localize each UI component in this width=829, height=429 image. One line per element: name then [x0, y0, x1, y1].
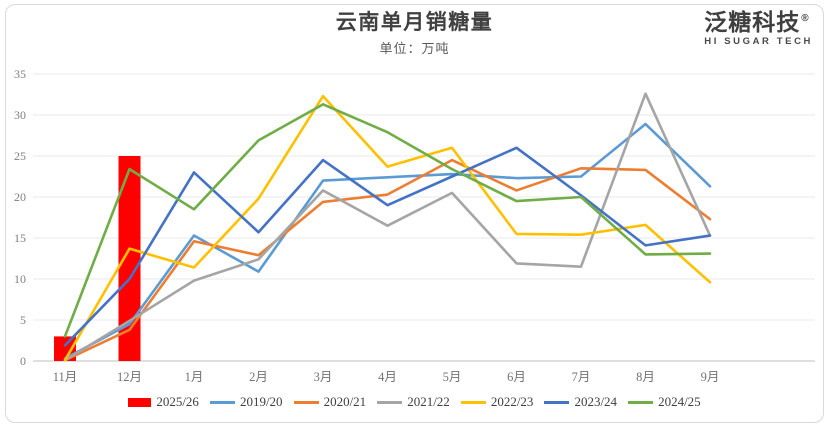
legend-item-2021-22: 2021/22 [377, 394, 450, 410]
y-axis-tick-label: 20 [14, 190, 26, 204]
x-axis-tick-label: 6月 [507, 370, 526, 384]
company-logo: 泛糖科技® HI SUGAR TECH [704, 10, 813, 47]
legend-item-2020-21: 2020/21 [293, 394, 367, 410]
line-series-2022-23 [63, 94, 712, 362]
x-axis-tick-label: 4月 [378, 370, 397, 384]
legend-item-2022-23: 2022/23 [460, 394, 534, 410]
y-axis-tick-label: 25 [14, 149, 26, 163]
logo-wordmark: 泛糖科技® [704, 10, 813, 34]
x-axis-tick-label: 7月 [572, 370, 591, 384]
legend-label: 2020/21 [323, 394, 367, 409]
line-series-2020-21 [63, 158, 712, 362]
legend-label: 2022/23 [490, 394, 534, 409]
line-series-2024-25 [63, 103, 712, 338]
legend-label: 2025/26 [156, 394, 199, 409]
x-axis-tick-label: 11月 [53, 370, 78, 384]
legend-item-2025-26: 2025/26 [128, 394, 199, 410]
line-series-2021-22 [63, 92, 712, 362]
legend-bar-swatch-icon [128, 397, 152, 407]
legend-item-2024-25: 2024/25 [628, 394, 701, 410]
legend-item-2023-24: 2023/24 [544, 394, 617, 410]
legend-label: 2023/24 [574, 394, 618, 409]
y-axis-tick-label: 5 [20, 313, 26, 327]
line-series-2023-24 [63, 146, 712, 347]
legend-label: 2024/25 [658, 394, 701, 409]
logo-name-text: 泛糖科技 [704, 9, 801, 35]
y-axis-tick-label: 10 [14, 272, 26, 286]
registered-trademark-icon: ® [801, 13, 810, 25]
y-axis-tick-label: 0 [20, 354, 26, 368]
legend-line-swatch-icon [460, 400, 486, 404]
line-series-2019-20 [63, 122, 712, 360]
x-axis-tick-label: 8月 [636, 370, 655, 384]
x-axis-tick-label: 3月 [314, 370, 333, 384]
bar-2025-26 [118, 156, 141, 361]
x-axis-tick-label: 12月 [117, 370, 142, 384]
legend-line-swatch-icon [293, 400, 319, 404]
legend-line-swatch-icon [628, 400, 654, 404]
legend-label: 2019/20 [239, 394, 283, 409]
legend-label: 2021/22 [407, 394, 450, 409]
legend-line-swatch-icon [209, 400, 235, 404]
x-axis-tick-label: 1月 [185, 370, 204, 384]
y-axis-tick-label: 35 [14, 67, 26, 81]
y-axis-tick-label: 30 [14, 108, 26, 122]
legend-item-2019-20: 2019/20 [209, 394, 283, 410]
y-axis-tick-label: 15 [14, 231, 26, 245]
x-axis-tick-label: 5月 [443, 370, 462, 384]
x-axis-tick-label: 9月 [701, 370, 720, 384]
x-axis-tick-label: 2月 [249, 370, 268, 384]
legend-line-swatch-icon [377, 400, 403, 404]
logo-tagline: HI SUGAR TECH [704, 36, 813, 48]
legend-line-swatch-icon [544, 400, 570, 404]
chart-legend: 2025/26 2019/20 2020/21 2021/22 2022/23 2023/… [0, 394, 829, 410]
